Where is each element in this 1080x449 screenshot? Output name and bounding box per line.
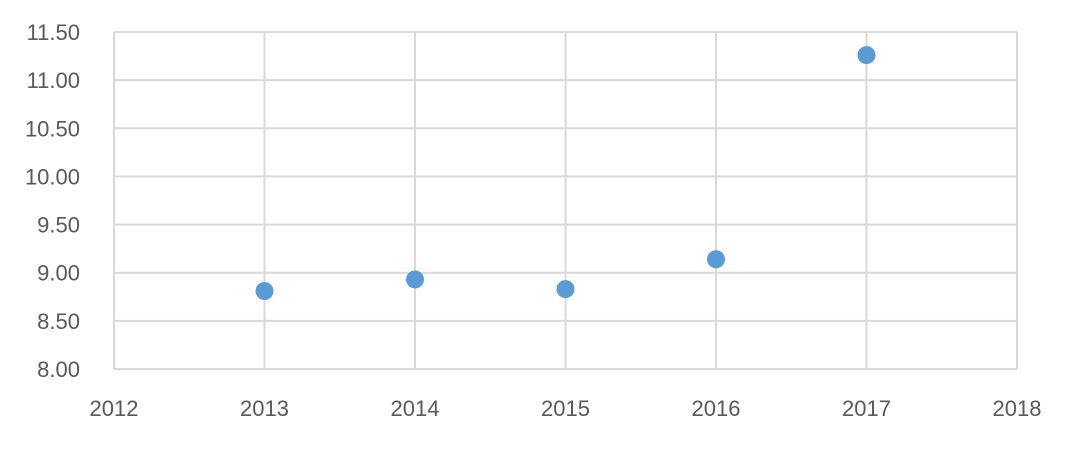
grid <box>113 31 1018 370</box>
data-point <box>255 282 274 301</box>
y-tick-label: 9.00 <box>37 261 80 286</box>
y-tick-label: 8.00 <box>37 357 80 382</box>
data-point <box>857 46 876 65</box>
x-tick-label: 2018 <box>993 396 1042 421</box>
y-tick-label: 11.50 <box>27 20 80 45</box>
x-tick-label: 2012 <box>90 396 139 421</box>
y-tick-label: 10.00 <box>25 164 80 189</box>
y-tick-label: 8.50 <box>37 309 80 334</box>
x-tick-label: 2014 <box>391 396 440 421</box>
data-point <box>406 270 424 289</box>
y-tick-label: 11.00 <box>27 68 80 93</box>
data-series <box>255 46 876 301</box>
y-tick-label: 9.50 <box>37 213 80 238</box>
data-point <box>707 250 725 269</box>
y-tick-label: 10.50 <box>25 116 80 141</box>
x-tick-label: 2016 <box>692 396 741 421</box>
x-tick-label: 2013 <box>240 396 289 421</box>
data-point <box>556 280 575 299</box>
x-axis: 2012 2013 2014 2015 2016 2017 2018 <box>90 396 1042 421</box>
y-axis: 8.00 8.50 9.00 9.50 10.00 10.50 11.00 11.50 <box>25 20 80 382</box>
x-tick-label: 2017 <box>842 396 891 421</box>
x-tick-label: 2015 <box>541 396 590 421</box>
